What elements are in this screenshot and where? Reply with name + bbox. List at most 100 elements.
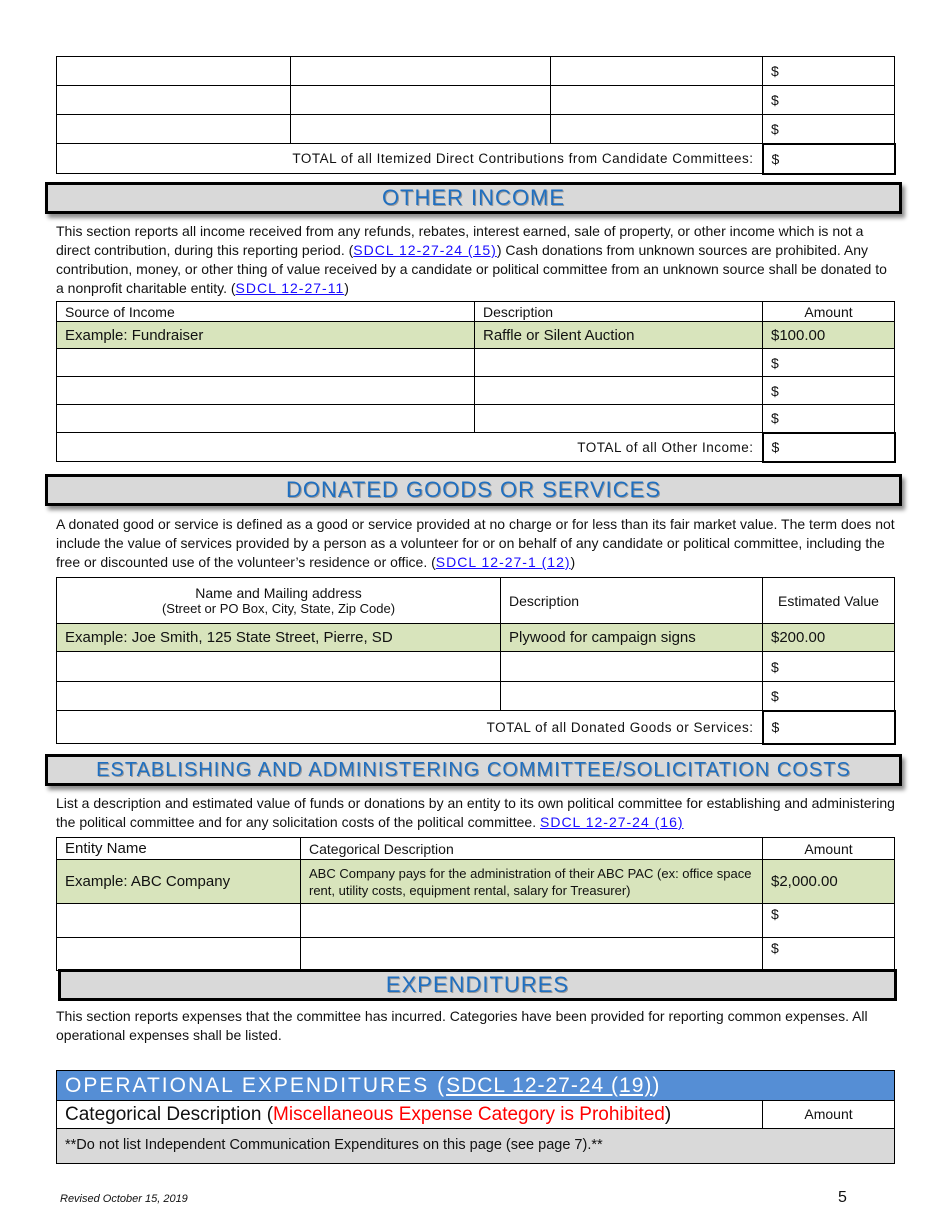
cell[interactable] bbox=[56, 681, 501, 711]
cell[interactable] bbox=[474, 348, 763, 377]
cell[interactable] bbox=[56, 651, 501, 682]
cell[interactable] bbox=[56, 404, 475, 433]
amount-cell[interactable]: $ bbox=[762, 376, 895, 405]
header-value: Estimated Value bbox=[762, 577, 895, 624]
text: ) Cash donations from unknown sources ar… bbox=[56, 242, 887, 296]
section-header-establishing: ESTABLISHING AND ADMINISTERING COMMITTEE… bbox=[45, 754, 902, 786]
page-number: 5 bbox=[838, 1189, 847, 1206]
cell[interactable] bbox=[550, 56, 763, 86]
table-row: $ bbox=[56, 114, 895, 144]
establishing-description: List a description and estimated value o… bbox=[56, 794, 896, 832]
cell[interactable] bbox=[56, 56, 291, 86]
cell: Example: Joe Smith, 125 State Street, Pi… bbox=[56, 623, 501, 652]
total-label: TOTAL of all Other Income: bbox=[56, 432, 763, 462]
amount-cell[interactable]: $ bbox=[762, 651, 895, 682]
header-amount: Amount bbox=[762, 301, 895, 322]
amount-cell[interactable]: $ bbox=[762, 56, 895, 86]
cell[interactable] bbox=[300, 937, 763, 971]
example-row: Example: ABC Company ABC Company pays for… bbox=[56, 859, 895, 904]
section-header-expenditures: EXPENDITURES bbox=[58, 969, 897, 1001]
cell[interactable] bbox=[500, 681, 763, 711]
header-name-sub: (Street or PO Box, City, State, Zip Code… bbox=[161, 601, 396, 616]
text: ) bbox=[344, 280, 349, 296]
sdcl-link[interactable]: SDCL 12-27-24 (16) bbox=[540, 814, 684, 830]
cell[interactable] bbox=[474, 376, 763, 405]
table-row: $ bbox=[56, 937, 895, 971]
cell: Example: Fundraiser bbox=[56, 321, 475, 349]
cell[interactable] bbox=[56, 85, 291, 115]
total-amount[interactable]: $ bbox=[761, 142, 896, 175]
cell[interactable] bbox=[300, 903, 763, 938]
text: ) bbox=[664, 1104, 672, 1125]
establishing-table: Entity Name Categorical Description Amount… bbox=[56, 837, 895, 971]
operational-expenditures-table: OPERATIONAL EXPENDITURES (SDCL 12-27-24 … bbox=[56, 1070, 895, 1164]
total-label: TOTAL of all Donated Goods or Services: bbox=[56, 710, 763, 744]
header-description: Description bbox=[500, 577, 763, 624]
cell: Raffle or Silent Auction bbox=[474, 321, 763, 349]
header-name: Name and Mailing address (Street or PO Bo… bbox=[56, 577, 501, 624]
total-amount[interactable]: $ bbox=[761, 709, 896, 745]
sdcl-link[interactable]: SDCL 12-27-11 bbox=[235, 280, 345, 296]
table-row: $ bbox=[56, 681, 895, 711]
cell[interactable] bbox=[56, 376, 475, 405]
cell[interactable] bbox=[290, 114, 551, 144]
expenditures-description: This section reports expenses that the c… bbox=[56, 1008, 868, 1043]
cell[interactable] bbox=[56, 114, 291, 144]
total-amount[interactable]: $ bbox=[761, 431, 896, 463]
example-row: Example: Joe Smith, 125 State Street, Pi… bbox=[56, 623, 895, 652]
cell[interactable] bbox=[56, 903, 301, 938]
cell[interactable] bbox=[56, 348, 475, 377]
cell: Plywood for campaign signs bbox=[500, 623, 763, 652]
operational-note: **Do not list Independent Communication … bbox=[57, 1129, 894, 1163]
cell: ABC Company pays for the administration … bbox=[300, 859, 763, 904]
table-row: $ bbox=[56, 651, 895, 682]
cell[interactable] bbox=[500, 651, 763, 682]
sdcl-link[interactable]: SDCL 12-27-24 (19) bbox=[446, 1074, 653, 1097]
cell: $2,000.00 bbox=[762, 859, 895, 904]
amount-cell[interactable]: $ bbox=[762, 903, 895, 938]
text: A donated good or service is defined as … bbox=[56, 516, 895, 570]
header-description: Categorical Description bbox=[300, 837, 763, 860]
cell[interactable] bbox=[474, 404, 763, 433]
header-name-label: Name and Mailing address bbox=[195, 585, 362, 601]
amount-cell[interactable]: $ bbox=[762, 681, 895, 711]
table-row: $ bbox=[56, 348, 895, 377]
operational-header: OPERATIONAL EXPENDITURES (SDCL 12-27-24 … bbox=[57, 1071, 894, 1101]
header-description: Description bbox=[474, 301, 763, 322]
header-entity: Entity Name bbox=[56, 837, 301, 860]
table-row: $ bbox=[56, 404, 895, 433]
sdcl-link[interactable]: SDCL 12-27-1 (12) bbox=[435, 554, 571, 570]
text: Categorical Description ( bbox=[65, 1104, 274, 1125]
other-income-description: This section reports all income received… bbox=[56, 222, 896, 298]
operational-column-header: Categorical Description (Miscellaneous E… bbox=[57, 1101, 894, 1129]
amount-cell[interactable]: $ bbox=[762, 404, 895, 433]
example-row: Example: Fundraiser Raffle or Silent Auct… bbox=[56, 321, 895, 349]
warning-text: Miscellaneous Expense Category is Prohib… bbox=[273, 1104, 665, 1125]
header-amount: Amount bbox=[762, 837, 895, 860]
amount-header: Amount bbox=[804, 1106, 853, 1122]
section-header-donated: DONATED GOODS OR SERVICES bbox=[45, 474, 902, 506]
categorical-description-header: Categorical Description (Miscellaneous E… bbox=[57, 1101, 763, 1128]
cell: $200.00 bbox=[762, 623, 895, 652]
total-row: TOTAL of all Donated Goods or Services: $ bbox=[56, 709, 896, 745]
cell[interactable] bbox=[550, 85, 763, 115]
amount-cell[interactable]: $ bbox=[762, 937, 895, 971]
sdcl-link[interactable]: SDCL 12-27-24 (15) bbox=[353, 242, 497, 258]
cell[interactable] bbox=[290, 56, 551, 86]
header-row: Name and Mailing address (Street or PO Bo… bbox=[56, 577, 895, 624]
table-row: $ bbox=[56, 376, 895, 405]
header-row: Source of Income Description Amount bbox=[56, 301, 895, 322]
amount-cell[interactable]: $ bbox=[762, 85, 895, 115]
cell[interactable] bbox=[290, 85, 551, 115]
header-row: Entity Name Categorical Description Amount bbox=[56, 837, 895, 860]
table-row: $ bbox=[56, 56, 895, 86]
amount-cell[interactable]: $ bbox=[762, 114, 895, 144]
operational-title: OPERATIONAL EXPENDITURES ( bbox=[65, 1074, 447, 1097]
cell[interactable] bbox=[550, 114, 763, 144]
candidate-committee-table: $ $ $ TOTAL of all Itemized Direct Contr… bbox=[56, 56, 896, 175]
other-income-table: Source of Income Description Amount Exampl… bbox=[56, 301, 896, 463]
amount-cell[interactable]: $ bbox=[762, 348, 895, 377]
table-row: $ bbox=[56, 903, 895, 938]
total-row: TOTAL of all Other Income: $ bbox=[56, 431, 896, 463]
cell[interactable] bbox=[56, 937, 301, 971]
